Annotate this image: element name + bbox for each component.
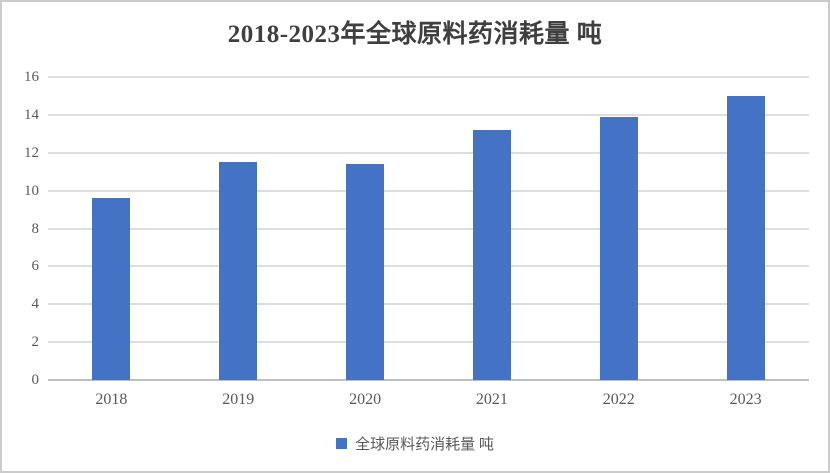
- y-tick-label-14: 14: [24, 106, 39, 123]
- legend-label: 全球原料药消耗量 吨: [355, 436, 494, 453]
- gridline-6: [48, 265, 809, 268]
- gridline-10: [48, 189, 809, 192]
- y-tick-label-4: 4: [31, 296, 40, 313]
- y-tick-label-8: 8: [31, 220, 40, 237]
- y-tick-label-16: 16: [24, 69, 39, 85]
- bar-2018: [92, 198, 131, 380]
- x-tick-label-2021: 2021: [475, 391, 508, 408]
- bar-2020: [346, 164, 385, 380]
- y-tick-label-6: 6: [31, 258, 40, 275]
- gridline-14: [48, 113, 809, 116]
- y-tick-label-12: 12: [24, 144, 39, 161]
- x-tick-label-2019: 2019: [222, 391, 255, 408]
- y-tick-label-2: 2: [31, 334, 40, 351]
- legend: 全球原料药消耗量 吨: [2, 432, 828, 454]
- x-tick-label-2020: 2020: [349, 391, 382, 408]
- gridline-16: [48, 76, 809, 78]
- legend-swatch-icon: [336, 437, 348, 449]
- gridline-4: [48, 303, 809, 306]
- y-tick-label-10: 10: [24, 182, 39, 199]
- y-tick-label-0: 0: [31, 372, 40, 388]
- bar-2021: [472, 130, 511, 380]
- gridline-12: [48, 151, 809, 154]
- gridline-2: [48, 341, 809, 344]
- chart-title: 2018-2023年全球原料药消耗量 吨: [227, 21, 603, 48]
- bar-2019: [219, 162, 258, 380]
- gridline-8: [48, 227, 809, 230]
- x-tick-label-2023: 2023: [729, 391, 762, 408]
- x-axis-line: [48, 379, 809, 381]
- x-tick-label-2018: 2018: [95, 391, 128, 408]
- bar-2022: [599, 116, 638, 380]
- bar-2023: [726, 95, 765, 380]
- x-tick-label-2022: 2022: [602, 391, 635, 408]
- plot-area: [48, 76, 809, 381]
